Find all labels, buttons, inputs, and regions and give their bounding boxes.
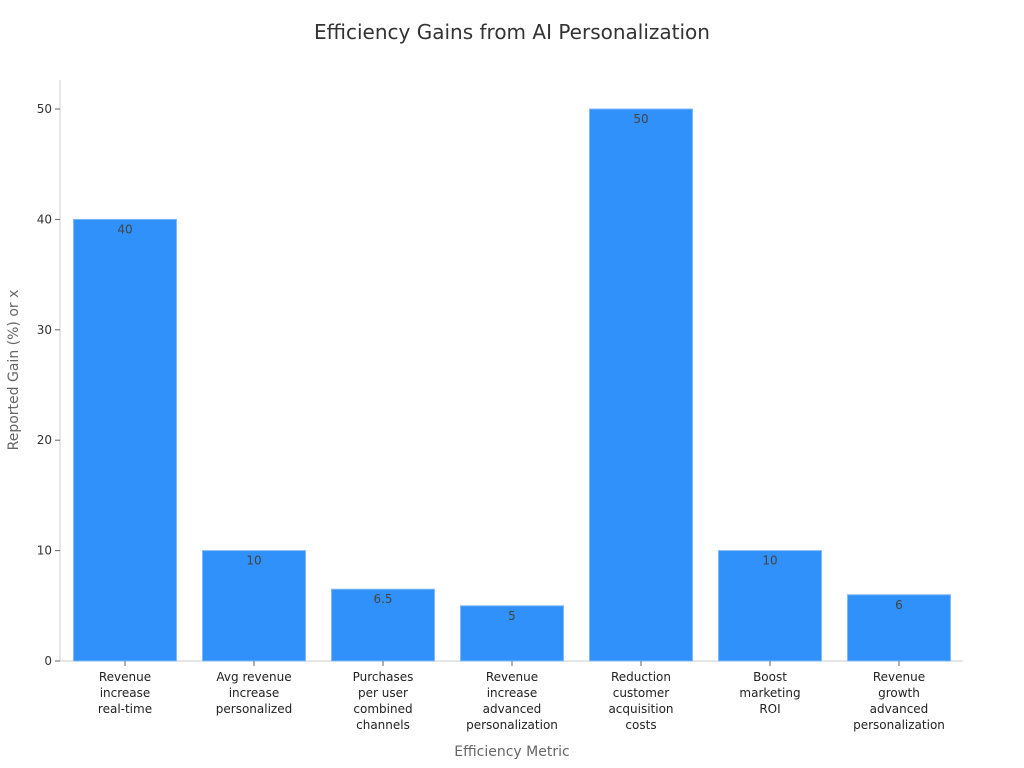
x-tick-label: Revenue increase advanced personalization bbox=[466, 670, 558, 732]
y-tick-label: 10 bbox=[37, 544, 52, 558]
x-tick-label: Purchases per user combined channels bbox=[353, 670, 414, 732]
data-label: 6 bbox=[895, 598, 903, 612]
x-tick-label: Revenue increase real-time bbox=[98, 670, 152, 716]
chart-title: Efficiency Gains from AI Personalization bbox=[314, 20, 710, 44]
y-axis-label: Reported Gain (%) or x bbox=[6, 290, 22, 451]
bar bbox=[202, 550, 306, 662]
y-tick-label: 30 bbox=[37, 323, 52, 337]
data-label: 10 bbox=[246, 554, 261, 568]
bar bbox=[73, 218, 177, 662]
data-label: 5 bbox=[508, 609, 516, 623]
bar bbox=[331, 588, 435, 662]
bar bbox=[718, 550, 822, 662]
y-tick-label: 40 bbox=[37, 212, 52, 226]
x-tick-label: Boost marketing ROI bbox=[739, 670, 800, 716]
y-tick-label: 0 bbox=[44, 654, 52, 668]
x-axis-label: Efficiency Metric bbox=[454, 744, 569, 760]
x-tick-label: Reduction customer acquisition costs bbox=[608, 670, 673, 732]
x-tick-label: Revenue growth advanced personalization bbox=[853, 670, 945, 732]
bar bbox=[847, 594, 951, 662]
y-tick-label: 20 bbox=[37, 433, 52, 447]
data-label: 50 bbox=[633, 112, 648, 126]
x-tick-label: Avg revenue increase personalized bbox=[216, 670, 292, 716]
bar bbox=[460, 605, 564, 662]
y-tick-label: 50 bbox=[37, 102, 52, 116]
bar bbox=[589, 108, 693, 662]
data-label: 10 bbox=[762, 554, 777, 568]
data-label: 40 bbox=[117, 222, 132, 236]
data-label: 6.5 bbox=[373, 592, 392, 606]
